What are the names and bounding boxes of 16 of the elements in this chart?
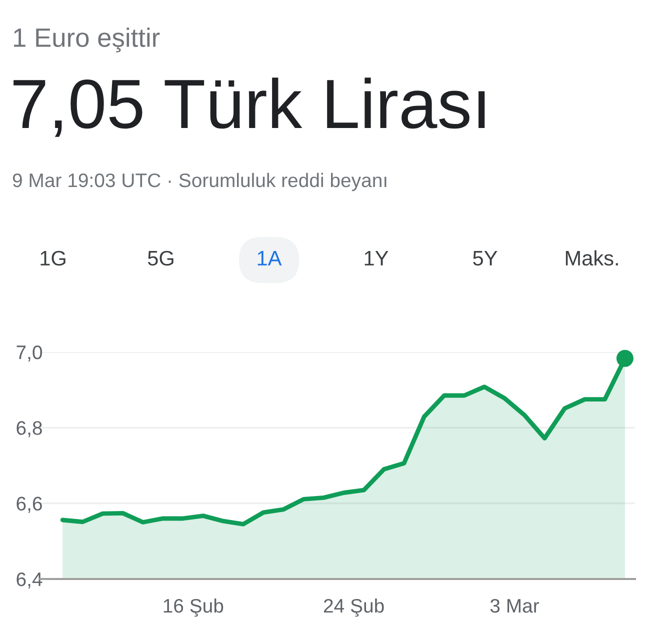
text: 1G <box>40 250 66 266</box>
text: 1Y <box>364 251 388 266</box>
text: 5Y <box>473 251 498 266</box>
chart-subtitle: 7,05 Türk Lirası <box>14 78 485 137</box>
y-tick-label: 6,8 <box>16 421 42 438</box>
y-tick-label: 6,4 <box>16 572 42 589</box>
text: Maks. <box>566 250 618 266</box>
text: 9 Mar 19:03 UTC · Sorumluluk reddi beyanı <box>12 172 386 192</box>
x-tick-label: 16 Şub <box>164 598 224 617</box>
x-tick-label: 24 Şub <box>324 598 384 617</box>
y-tick-label: 6,6 <box>16 496 42 513</box>
y-tick-label: 7,0 <box>16 345 42 362</box>
chart-title: 1 Euro eşittir <box>14 28 160 52</box>
text: 5G <box>148 250 174 266</box>
text: 1A <box>258 251 282 266</box>
x-tick-label: 3 Mar <box>490 598 540 613</box>
